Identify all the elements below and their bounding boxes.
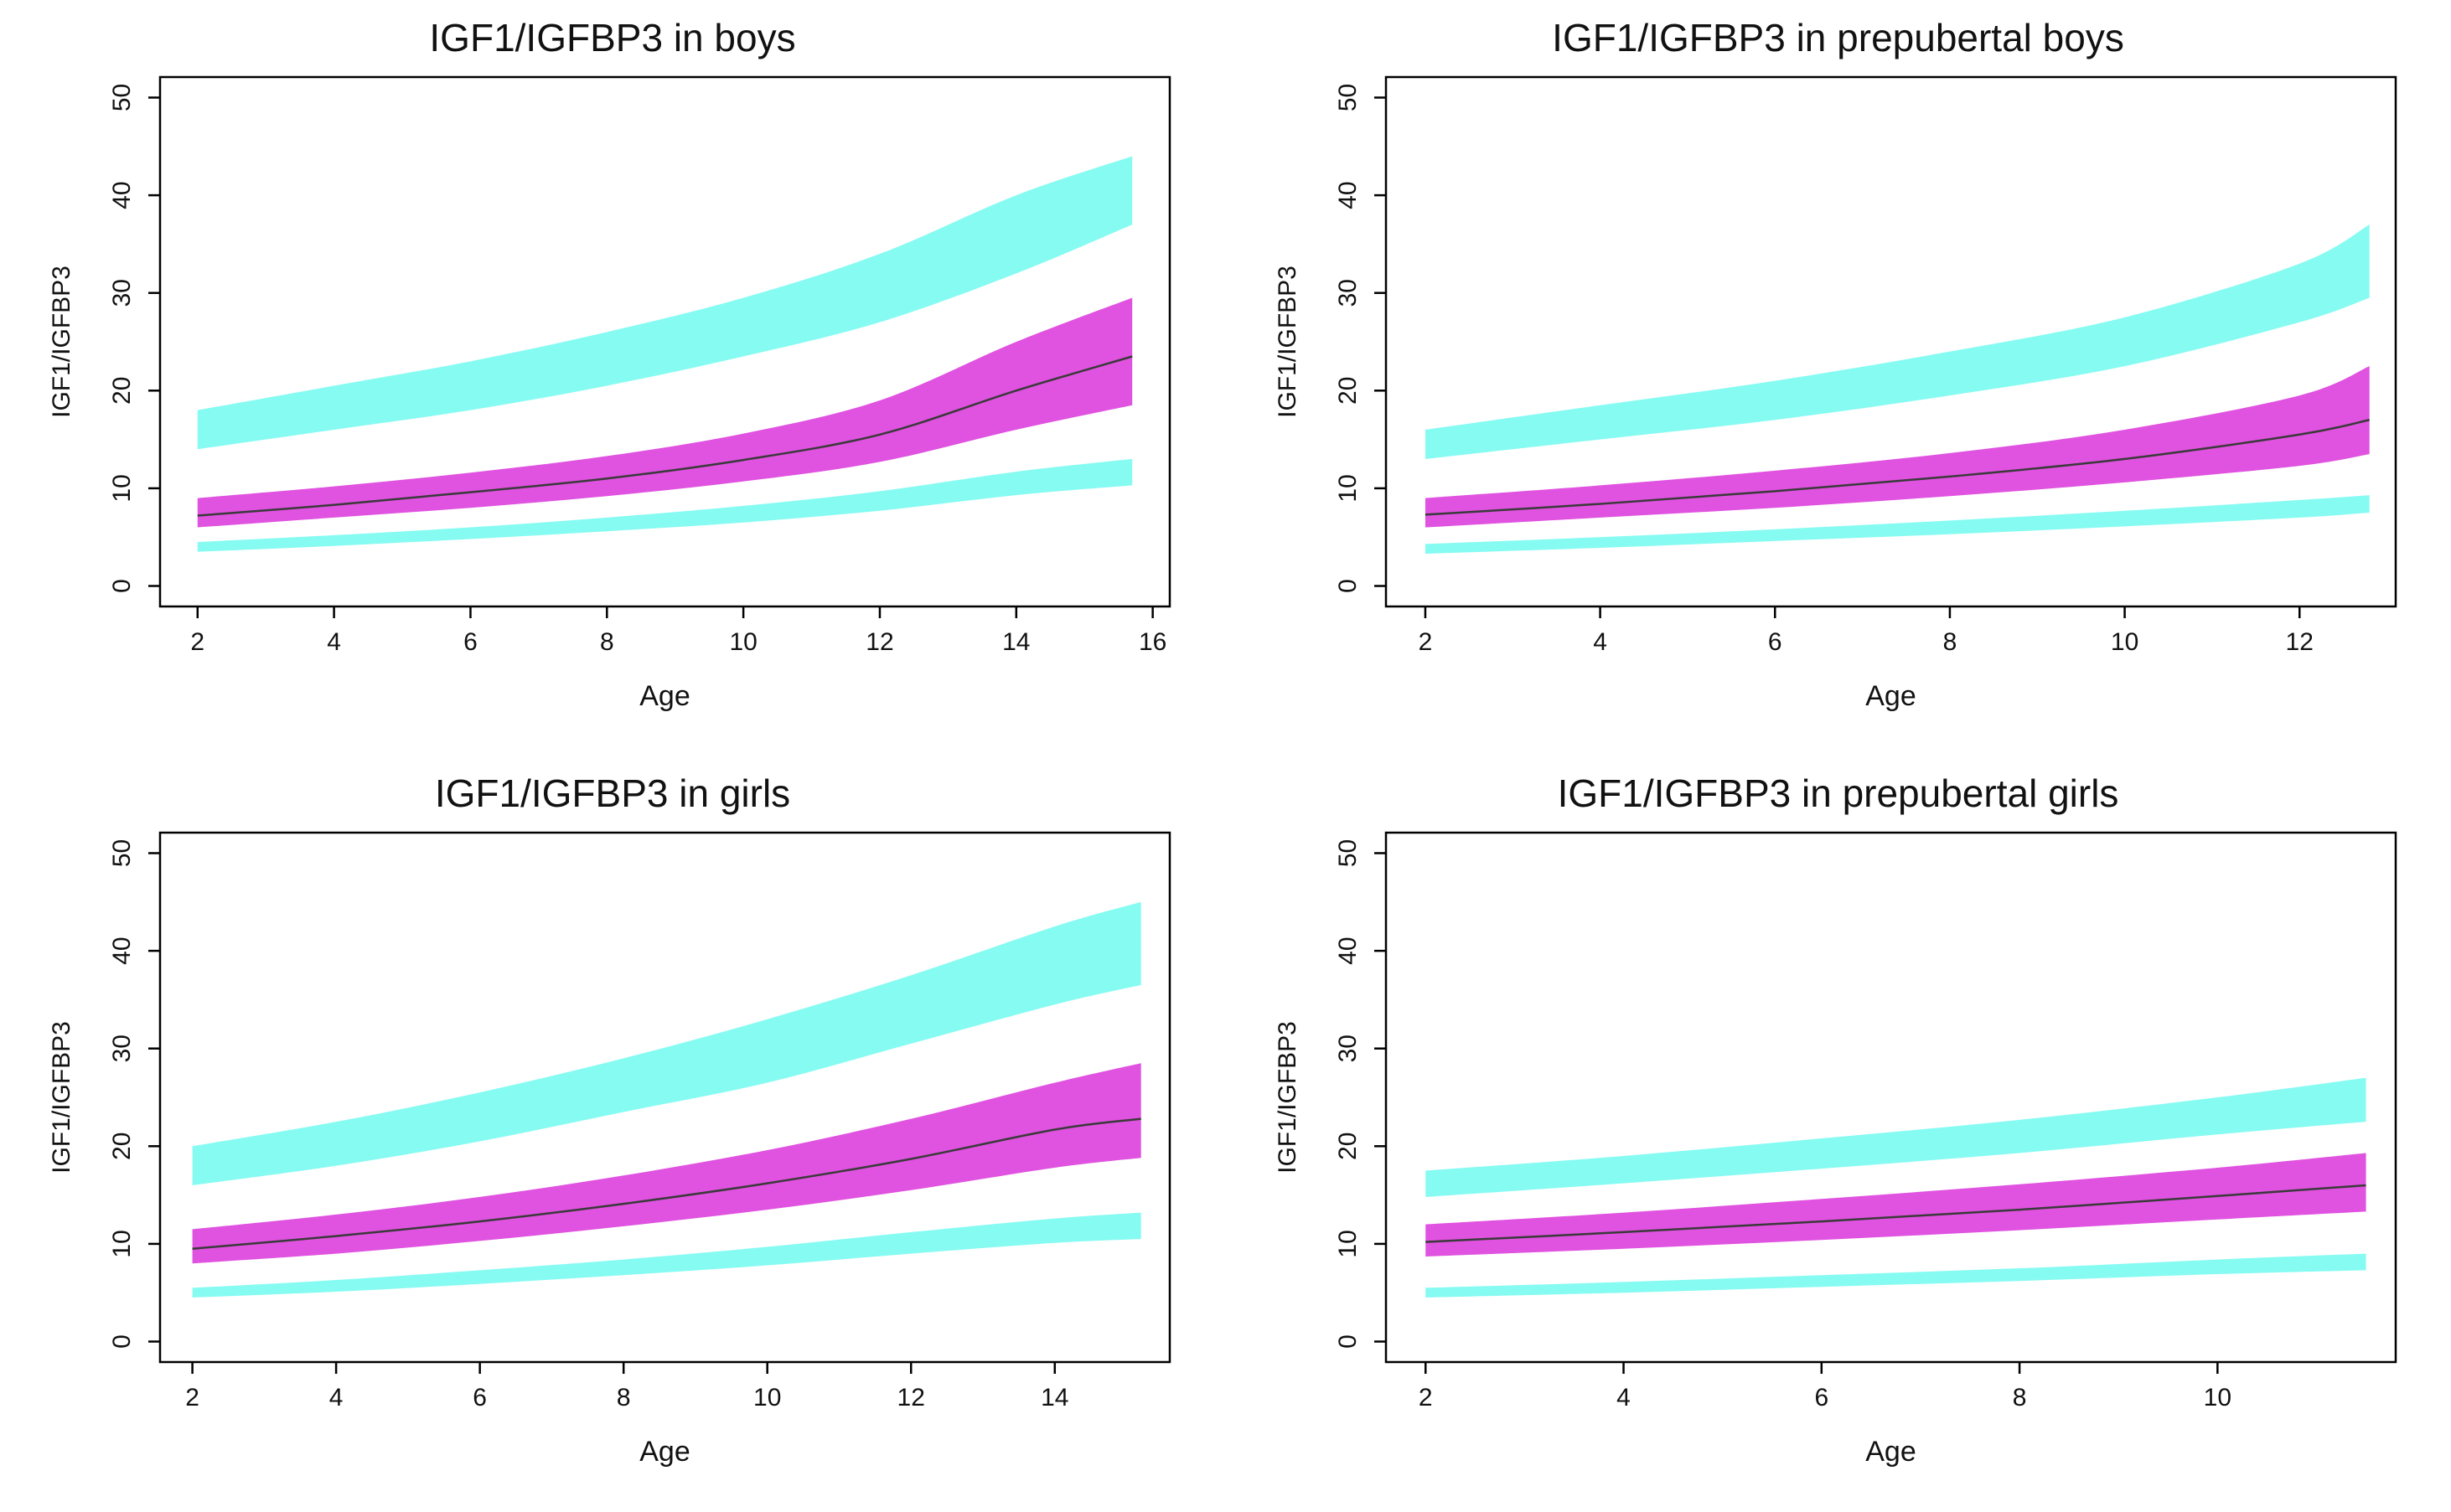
svg-text:4: 4 [329,1384,344,1411]
svg-text:40: 40 [108,937,136,964]
svg-text:10: 10 [753,1384,781,1411]
svg-text:IGF1/IGFBP3: IGF1/IGFBP3 [1274,266,1301,418]
svg-text:10: 10 [2203,1384,2231,1411]
svg-text:12: 12 [2285,628,2313,656]
chart-panel-girls: IGF1/IGFBP3 in girls 2 4 6 8 10 12 14 0 10 20 30 40… [0,756,1225,1512]
svg-text:0: 0 [1334,579,1362,593]
svg-text:IGF1/IGFBP3: IGF1/IGFBP3 [48,266,75,418]
svg-text:0: 0 [108,579,136,593]
chart-title-prepubertal-girls: IGF1/IGFBP3 in prepubertal girls [1557,771,2119,815]
svg-text:0: 0 [1334,1334,1362,1349]
svg-text:6: 6 [1814,1384,1828,1411]
svg-text:Age: Age [1865,680,1916,712]
svg-text:10: 10 [1334,1230,1362,1257]
svg-text:40: 40 [1334,181,1362,209]
svg-text:30: 30 [108,279,136,307]
svg-text:16: 16 [1139,628,1166,656]
svg-text:Age: Age [639,1436,690,1468]
svg-text:30: 30 [1334,1035,1362,1062]
igf1-igfbp3-prepubertal-boys-chart: 2 4 6 8 10 12 0 10 20 30 40 50 Age IGF1/IGFBP3 [1274,75,2397,712]
svg-text:8: 8 [600,628,614,656]
svg-text:14: 14 [1041,1384,1068,1411]
svg-text:8: 8 [1942,628,1957,656]
svg-text:12: 12 [897,1384,925,1411]
svg-text:14: 14 [1002,628,1030,656]
svg-text:8: 8 [2012,1384,2026,1411]
svg-text:10: 10 [1334,474,1362,502]
svg-text:50: 50 [108,84,136,111]
chart-panel-prepubertal-girls: IGF1/IGFBP3 in prepubertal girls 2 4 6 8 10 0… [1225,756,2451,1512]
svg-text:10: 10 [108,1230,136,1257]
svg-text:6: 6 [1767,628,1781,656]
svg-text:50: 50 [108,839,136,867]
svg-text:Age: Age [639,680,690,712]
svg-text:IGF1/IGFBP3: IGF1/IGFBP3 [1274,1021,1301,1174]
svg-text:10: 10 [2110,628,2138,656]
svg-text:4: 4 [327,628,341,656]
svg-text:6: 6 [463,628,478,656]
svg-text:30: 30 [108,1035,136,1062]
svg-text:2: 2 [190,628,204,656]
svg-text:30: 30 [1334,279,1362,307]
svg-text:10: 10 [108,474,136,502]
svg-text:50: 50 [1334,84,1362,111]
svg-text:4: 4 [1593,628,1607,656]
svg-text:4: 4 [1616,1384,1631,1411]
svg-text:Age: Age [1865,1436,1916,1468]
svg-text:IGF1/IGFBP3: IGF1/IGFBP3 [48,1021,75,1174]
svg-text:8: 8 [617,1384,631,1411]
svg-text:20: 20 [1334,1133,1362,1160]
chart-panel-prepubertal-boys: IGF1/IGFBP3 in prepubertal boys 2 4 6 8 10 12… [1225,0,2451,756]
svg-text:20: 20 [108,1133,136,1160]
chart-title-prepubertal-boys: IGF1/IGFBP3 in prepubertal boys [1552,16,2124,59]
igf1-igfbp3-boys-chart: 2 4 6 8 10 12 14 16 0 10 20 30 40 50 Age IGF1/IGFBP3 [48,75,1171,712]
svg-text:20: 20 [1334,377,1362,405]
igf1-igfbp3-prepubertal-girls-chart: 2 4 6 8 10 0 10 20 30 40 50 Age IGF1/IGFBP3 [1274,831,2397,1468]
svg-text:40: 40 [1334,937,1362,964]
svg-text:2: 2 [185,1384,199,1411]
chart-title-girls: IGF1/IGFBP3 in girls [434,771,791,815]
svg-text:2: 2 [1418,628,1432,656]
igf1-igfbp3-girls-chart: 2 4 6 8 10 12 14 0 10 20 30 40 50 Age IGF1/IGFBP3 [48,831,1171,1468]
svg-text:6: 6 [473,1384,487,1411]
svg-text:40: 40 [108,181,136,209]
svg-text:50: 50 [1334,839,1362,867]
svg-text:12: 12 [866,628,893,656]
svg-text:0: 0 [108,1334,136,1349]
svg-text:10: 10 [729,628,757,656]
svg-text:2: 2 [1418,1384,1432,1411]
chart-title-boys: IGF1/IGFBP3 in boys [429,16,796,59]
svg-text:20: 20 [108,377,136,405]
chart-panel-boys: IGF1/IGFBP3 in boys 2 4 6 8 10 12 14 16 0 10 20 30 4… [0,0,1225,756]
